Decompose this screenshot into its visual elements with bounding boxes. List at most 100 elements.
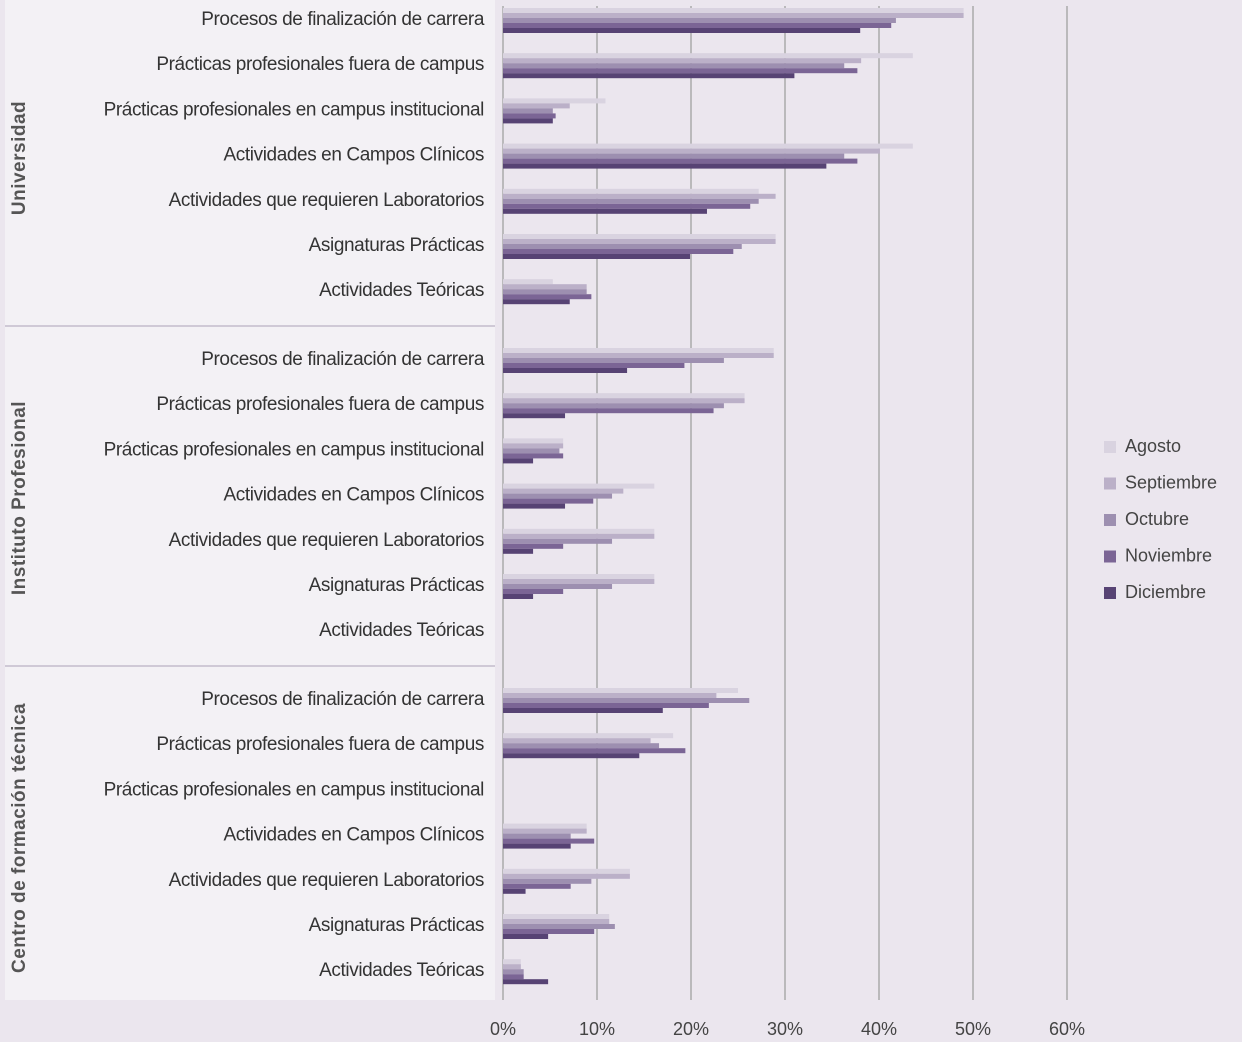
bar: [503, 118, 553, 124]
bar: [503, 203, 751, 209]
bar: [503, 23, 892, 28]
category-label: Asignaturas Prácticas: [309, 575, 484, 596]
label-panel: [5, 0, 495, 1000]
bar: [503, 448, 560, 454]
bar: [503, 493, 613, 499]
legend-label: Agosto: [1125, 436, 1181, 456]
bar: [503, 234, 776, 239]
bar: [503, 413, 566, 419]
bar: [503, 579, 655, 584]
bar: [503, 934, 549, 939]
bar: [503, 353, 774, 358]
x-tick-label: 30%: [767, 1019, 803, 1039]
group-label: Instituto Profesional: [9, 401, 30, 595]
bar: [503, 738, 651, 744]
bar: [503, 408, 714, 414]
category-label: Prácticas profesionales en campus instit…: [104, 99, 484, 120]
bar: [503, 358, 724, 363]
bar: [503, 289, 587, 295]
bar: [503, 403, 724, 409]
bar: [503, 528, 655, 534]
bar: [503, 503, 566, 509]
bar: [503, 483, 655, 489]
bar: [503, 743, 660, 749]
bar: [503, 548, 534, 554]
bar: [503, 443, 564, 449]
x-tick-label: 60%: [1049, 1019, 1085, 1039]
bar: [503, 969, 524, 975]
bar: [503, 148, 880, 154]
bar: [503, 688, 738, 693]
bar: [503, 438, 564, 444]
x-tick-label: 50%: [955, 1019, 991, 1039]
bar: [503, 193, 776, 199]
bar: [503, 488, 624, 494]
bar: [503, 878, 592, 884]
x-tick-label: 20%: [673, 1019, 709, 1039]
bar: [503, 748, 686, 754]
bar: [503, 538, 613, 544]
bar: [503, 153, 845, 159]
bar: [503, 163, 827, 169]
bar: [503, 299, 570, 305]
bar: [503, 838, 595, 844]
category-label: Actividades en Campos Clínicos: [224, 825, 484, 846]
bar: [503, 823, 587, 829]
bar: [503, 368, 628, 373]
category-label: Actividades en Campos Clínicos: [224, 485, 484, 506]
bar: [503, 924, 615, 929]
bar: [503, 348, 774, 353]
x-tick-label: 40%: [861, 1019, 897, 1039]
bar: [503, 843, 571, 849]
bar: [503, 113, 556, 119]
legend-swatch: [1104, 587, 1116, 599]
bar: [503, 58, 862, 64]
category-label: Actividades Teóricas: [319, 620, 484, 641]
category-label: Prácticas profesionales fuera de campus: [156, 54, 484, 75]
bar: [503, 363, 685, 368]
category-label: Actividades Teóricas: [319, 960, 484, 981]
bar: [503, 888, 526, 894]
bar: [503, 533, 655, 539]
category-label: Actividades Teóricas: [319, 280, 484, 301]
bar: [503, 693, 717, 698]
bar: [503, 8, 964, 13]
bar: [503, 294, 592, 300]
x-tick-label: 10%: [579, 1019, 615, 1039]
bar: [503, 103, 570, 109]
bar: [503, 594, 534, 599]
category-label: Actividades en Campos Clínicos: [224, 145, 484, 166]
bar: [503, 708, 663, 713]
bar: [503, 284, 587, 290]
category-label: Asignaturas Prácticas: [309, 915, 484, 936]
bar: [503, 63, 845, 69]
bar: [503, 73, 795, 79]
bar: [503, 28, 861, 33]
bar: [503, 574, 655, 579]
bar: [503, 919, 610, 924]
category-label: Prácticas profesionales fuera de campus: [156, 734, 484, 755]
bar: [503, 108, 553, 114]
category-label: Procesos de finalización de carrera: [201, 9, 485, 30]
bar: [503, 543, 564, 549]
bar: [503, 53, 913, 59]
bar: [503, 198, 759, 204]
bar: [503, 18, 896, 23]
category-label: Procesos de finalización de carrera: [201, 349, 485, 370]
bar: [503, 13, 964, 18]
bar: [503, 98, 606, 104]
bar: [503, 239, 776, 244]
bar: [503, 883, 571, 889]
bar: [503, 249, 734, 254]
bar: [503, 964, 521, 970]
bar: [503, 158, 858, 164]
bar: [503, 929, 595, 934]
bar: [503, 703, 709, 708]
bar: [503, 393, 745, 399]
group-label: Universidad: [9, 101, 30, 215]
bar: [503, 914, 610, 919]
bar: [503, 753, 640, 759]
bar: [503, 208, 707, 214]
bar: [503, 979, 549, 985]
